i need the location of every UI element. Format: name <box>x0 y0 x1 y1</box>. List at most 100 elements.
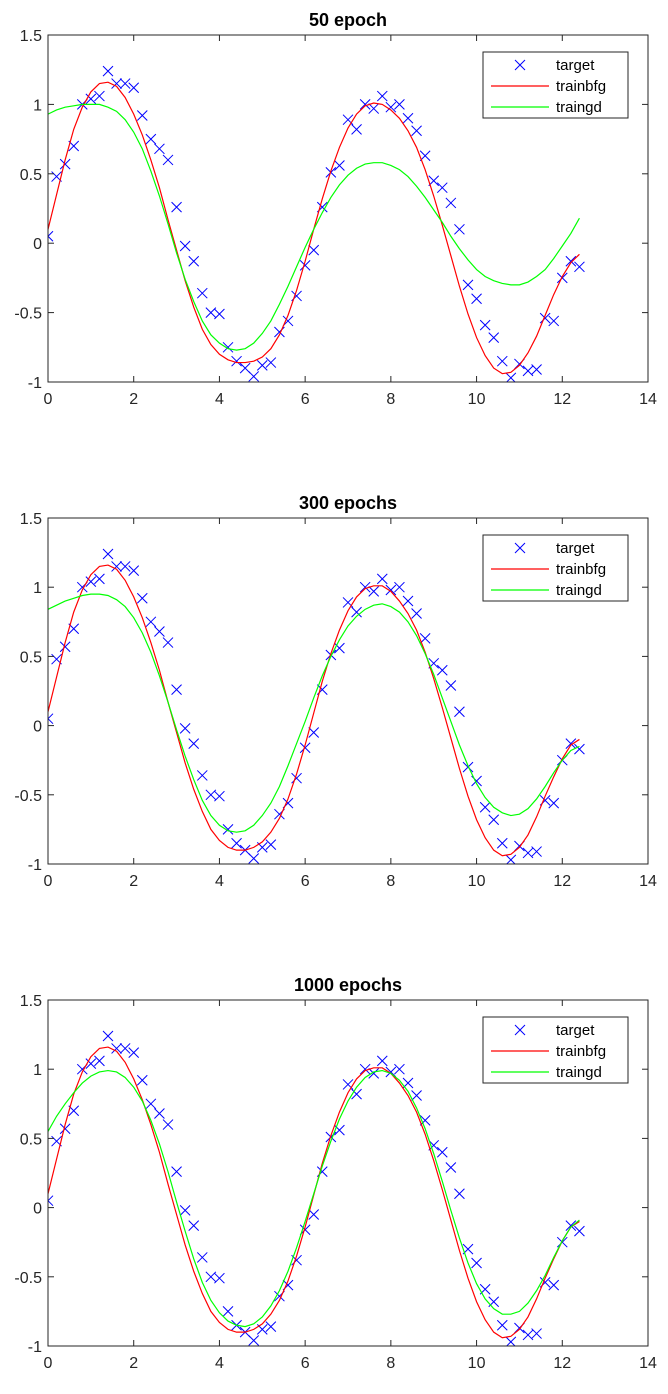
data-point-target <box>488 332 500 343</box>
plot-area <box>48 65 585 382</box>
y-tick-label: 1.5 <box>20 511 42 528</box>
x-tick-label: 0 <box>44 1355 53 1372</box>
data-point-target <box>154 143 165 155</box>
data-point-target <box>48 230 54 242</box>
data-point-target <box>171 684 182 695</box>
data-point-target <box>402 595 414 607</box>
data-point-target <box>539 312 551 324</box>
data-point-target <box>154 626 165 637</box>
data-point-target <box>231 837 242 849</box>
data-point-target <box>471 1257 482 1269</box>
data-point-target <box>368 103 380 114</box>
data-point-target <box>102 1030 114 1042</box>
x-tick-label: 2 <box>129 391 138 408</box>
axes-box <box>47 999 649 1347</box>
data-point-target <box>222 824 234 835</box>
y-tick-label: 1 <box>33 1062 42 1079</box>
data-point-target <box>574 261 585 273</box>
data-point-target <box>402 112 414 124</box>
legend: target trainbfg traingd <box>482 1016 629 1084</box>
data-point-target <box>436 182 448 194</box>
data-point-target <box>111 78 122 89</box>
data-point-target <box>171 1166 182 1177</box>
data-point-target <box>128 82 140 94</box>
data-point-target <box>359 581 371 593</box>
data-point-target <box>548 1279 560 1291</box>
data-point-target <box>48 713 54 725</box>
data-point-target <box>411 1090 422 1101</box>
legend: target trainbfg traingd <box>482 51 629 119</box>
y-tick-label: -0.5 <box>14 306 42 323</box>
y-tick-label: 0.5 <box>20 167 42 184</box>
data-point-target <box>188 255 200 267</box>
x-tick-label: 10 <box>468 873 486 890</box>
data-point-target <box>479 319 491 331</box>
data-point-target <box>359 99 371 110</box>
legend-swatch-target <box>514 542 526 554</box>
x-tick-label: 2 <box>129 1355 138 1372</box>
data-point-target <box>454 1188 465 1200</box>
data-point-target <box>136 1074 148 1086</box>
data-point-target <box>299 742 311 754</box>
data-point-target <box>454 223 465 235</box>
data-point-target <box>94 1055 105 1067</box>
data-point-target <box>179 723 191 734</box>
data-point-target <box>119 561 131 572</box>
data-point-target <box>359 1063 371 1075</box>
data-point-target <box>231 355 242 367</box>
data-point-target <box>248 371 260 382</box>
data-point-target <box>59 1123 71 1135</box>
x-tick-label: 14 <box>639 391 657 408</box>
data-point-target <box>145 1098 157 1110</box>
data-point-target <box>48 1195 54 1207</box>
data-point-target <box>136 592 148 604</box>
data-point-target <box>162 1119 174 1130</box>
x-tick-label: 8 <box>386 873 395 890</box>
data-point-target <box>222 1306 234 1317</box>
data-point-target <box>479 801 491 813</box>
data-point-target <box>411 608 422 619</box>
x-tick-label: 4 <box>215 1355 224 1372</box>
data-point-target <box>256 359 268 371</box>
data-point-target <box>445 197 457 209</box>
data-point-target <box>411 125 422 137</box>
x-tick-label: 4 <box>215 873 224 890</box>
data-point-target <box>334 160 345 171</box>
data-point-target <box>265 839 277 850</box>
data-point-target <box>179 240 191 252</box>
y-tick-label: 1 <box>33 580 42 597</box>
legend-label-traingd: traingd <box>556 1064 602 1081</box>
x-tick-label: 2 <box>129 873 138 890</box>
data-point-target <box>222 341 234 353</box>
y-tick-label: -1 <box>28 857 42 874</box>
data-point-target <box>436 1146 448 1158</box>
chart-title: 1000 epochs <box>294 975 402 995</box>
data-point-target <box>265 1321 277 1332</box>
data-point-target <box>488 814 500 826</box>
data-point-target <box>505 854 517 864</box>
data-point-target <box>496 837 508 849</box>
data-point-target <box>436 664 448 676</box>
data-point-target <box>531 846 542 857</box>
data-point-target <box>162 637 174 648</box>
data-point-target <box>111 1043 122 1054</box>
data-point-target <box>394 1063 405 1075</box>
data-point-target <box>102 65 114 77</box>
x-tick-label: 14 <box>639 873 657 890</box>
data-point-target <box>59 641 71 653</box>
y-tick-label: 0 <box>33 236 42 253</box>
y-tick-label: -1 <box>28 375 42 392</box>
data-point-target <box>196 287 208 299</box>
data-point-target <box>94 90 105 102</box>
x-tick-label: 8 <box>386 1355 395 1372</box>
x-tick-label: 10 <box>468 1355 486 1372</box>
data-point-target <box>351 1088 362 1100</box>
data-point-target <box>136 110 148 121</box>
data-point-target <box>376 1055 388 1067</box>
data-point-target <box>248 1335 260 1346</box>
data-point-target <box>574 1225 585 1237</box>
x-tick-label: 12 <box>553 391 571 408</box>
data-point-target <box>308 1209 320 1220</box>
